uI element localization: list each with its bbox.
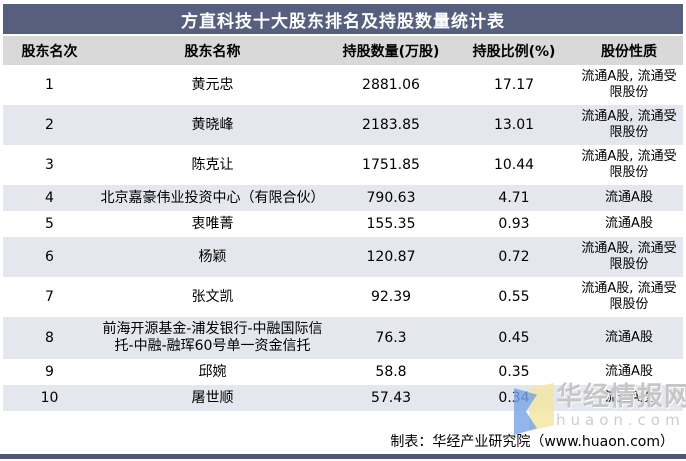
cell-shares: 2183.85 bbox=[362, 116, 420, 133]
cell-name: 邱婉 bbox=[198, 363, 227, 380]
cell-rank: 2 bbox=[45, 116, 54, 133]
cell-name: 屠世顺 bbox=[191, 389, 234, 406]
cell-nature: 流通A股 bbox=[605, 330, 653, 345]
cell-nature: 流通A股, 流通受限股份 bbox=[581, 69, 677, 100]
cell-name: 北京嘉豪伟业投资中心（有限合伙） bbox=[100, 189, 325, 206]
cell-shares: 58.8 bbox=[375, 363, 407, 380]
cell-shares: 76.3 bbox=[375, 329, 407, 346]
cell-name: 前海开源基金-浦发银行-中融国际信托-中融-融珲60号单一资金信托 bbox=[102, 321, 323, 354]
cell-nature: 流通A股, 流通受限股份 bbox=[581, 109, 677, 140]
page-title: 方直科技十大股东排名及持股数量统计表 bbox=[3, 4, 683, 34]
cell-ratio: 0.45 bbox=[498, 329, 530, 346]
cell-nature: 流通A股, 流通受限股份 bbox=[581, 241, 677, 272]
table-row: 8 前海开源基金-浦发银行-中融国际信托-中融-融珲60号单一资金信托 76.3… bbox=[3, 317, 683, 359]
cell-rank: 7 bbox=[45, 288, 54, 305]
cell-shares: 1751.85 bbox=[362, 156, 420, 173]
cell-rank: 8 bbox=[45, 329, 54, 346]
cell-ratio: 10.44 bbox=[493, 156, 535, 173]
table-row: 6 杨颖 120.87 0.72 流通A股, 流通受限股份 bbox=[3, 237, 683, 277]
cell-nature: 流通A股 bbox=[605, 190, 653, 205]
cell-rank: 5 bbox=[45, 215, 54, 232]
table-row: 2 黄晓峰 2183.85 13.01 流通A股, 流通受限股份 bbox=[3, 105, 683, 145]
watermark-site-url: huaon.com bbox=[556, 411, 685, 429]
table-header-row: 股东名次 股东名称 持股数量(万股) 持股比例(%) 股份性质 bbox=[3, 36, 683, 65]
cell-ratio: 0.34 bbox=[498, 389, 530, 406]
shareholders-table: 股东名次 股东名称 持股数量(万股) 持股比例(%) 股份性质 1 黄元忠 28… bbox=[3, 36, 683, 411]
bottom-divider-bar bbox=[0, 454, 686, 459]
cell-shares: 57.43 bbox=[370, 389, 412, 406]
cell-ratio: 4.71 bbox=[498, 189, 530, 206]
col-header-rank: 股东名次 bbox=[3, 36, 96, 65]
col-header-name: 股东名称 bbox=[96, 36, 329, 65]
cell-name: 黄晓峰 bbox=[191, 116, 234, 133]
col-header-ratio: 持股比例(%) bbox=[453, 36, 575, 65]
cell-shares: 2881.06 bbox=[362, 76, 420, 93]
cell-name: 衷唯菁 bbox=[191, 215, 234, 232]
cell-ratio: 13.01 bbox=[493, 116, 535, 133]
table-row: 1 黄元忠 2881.06 17.17 流通A股, 流通受限股份 bbox=[3, 65, 683, 105]
cell-nature: 流通A股 bbox=[605, 364, 653, 379]
cell-nature: 流通A股 bbox=[605, 390, 653, 405]
cell-nature: 流通A股 bbox=[605, 216, 653, 231]
cell-name: 黄元忠 bbox=[191, 76, 234, 93]
cell-ratio: 17.17 bbox=[493, 76, 535, 93]
cell-ratio: 0.93 bbox=[498, 215, 530, 232]
cell-rank: 1 bbox=[45, 76, 54, 93]
cell-shares: 790.63 bbox=[366, 189, 416, 206]
cell-shares: 155.35 bbox=[366, 215, 416, 232]
table-row: 10 屠世顺 57.43 0.34 流通A股 bbox=[3, 385, 683, 411]
table-credit: 制表：华经产业研究院（www.huaon.com） bbox=[390, 434, 674, 450]
cell-nature: 流通A股, 流通受限股份 bbox=[581, 281, 677, 312]
col-header-shares: 持股数量(万股) bbox=[329, 36, 453, 65]
cell-ratio: 0.55 bbox=[498, 288, 530, 305]
col-header-nature: 股份性质 bbox=[575, 36, 683, 65]
cell-name: 陈克让 bbox=[191, 156, 234, 173]
cell-rank: 10 bbox=[40, 389, 59, 406]
cell-rank: 4 bbox=[45, 189, 54, 206]
cell-shares: 120.87 bbox=[366, 248, 416, 265]
table-row: 4 北京嘉豪伟业投资中心（有限合伙） 790.63 4.71 流通A股 bbox=[3, 185, 683, 211]
cell-name: 杨颖 bbox=[198, 248, 227, 265]
cell-name: 张文凯 bbox=[191, 288, 234, 305]
cell-nature: 流通A股, 流通受限股份 bbox=[581, 149, 677, 180]
cell-shares: 92.39 bbox=[370, 288, 412, 305]
table-row: 9 邱婉 58.8 0.35 流通A股 bbox=[3, 359, 683, 385]
cell-rank: 3 bbox=[45, 156, 54, 173]
table-row: 7 张文凯 92.39 0.55 流通A股, 流通受限股份 bbox=[3, 277, 683, 317]
table-row: 5 衷唯菁 155.35 0.93 流通A股 bbox=[3, 211, 683, 237]
cell-rank: 6 bbox=[45, 248, 54, 265]
cell-ratio: 0.72 bbox=[498, 248, 530, 265]
table-row: 3 陈克让 1751.85 10.44 流通A股, 流通受限股份 bbox=[3, 145, 683, 185]
cell-rank: 9 bbox=[45, 363, 54, 380]
cell-ratio: 0.35 bbox=[498, 363, 530, 380]
